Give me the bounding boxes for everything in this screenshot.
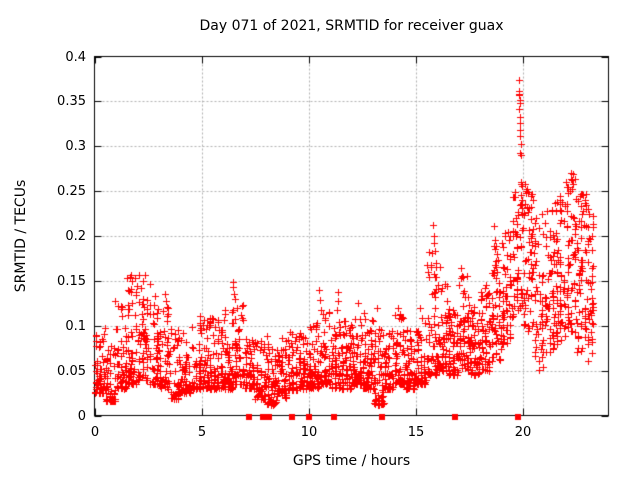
y-tick-label: 0.15 [57, 274, 86, 289]
x-tick-label: 10 [300, 425, 318, 440]
y-tick-label: 0.3 [65, 139, 86, 154]
y-tick-label: 0.4 [65, 50, 86, 65]
chart-title: Day 071 of 2021, SRMTID for receiver gua… [199, 18, 504, 34]
y-tick-label: 0.1 [65, 319, 86, 334]
x-tick-label: 20 [514, 425, 532, 440]
x-axis-label: GPS time / hours [292, 453, 411, 469]
y-tick-label: 0.2 [65, 229, 86, 244]
x-tick-label: 15 [407, 425, 425, 440]
y-tick-label: 0.25 [57, 184, 86, 199]
y-tick-label: 0.05 [57, 364, 86, 379]
x-tick-label: 0 [90, 425, 100, 440]
y-tick-label: 0 [77, 409, 86, 424]
y-tick-label: 0.35 [57, 94, 86, 109]
x-tick-label: 5 [197, 425, 207, 440]
